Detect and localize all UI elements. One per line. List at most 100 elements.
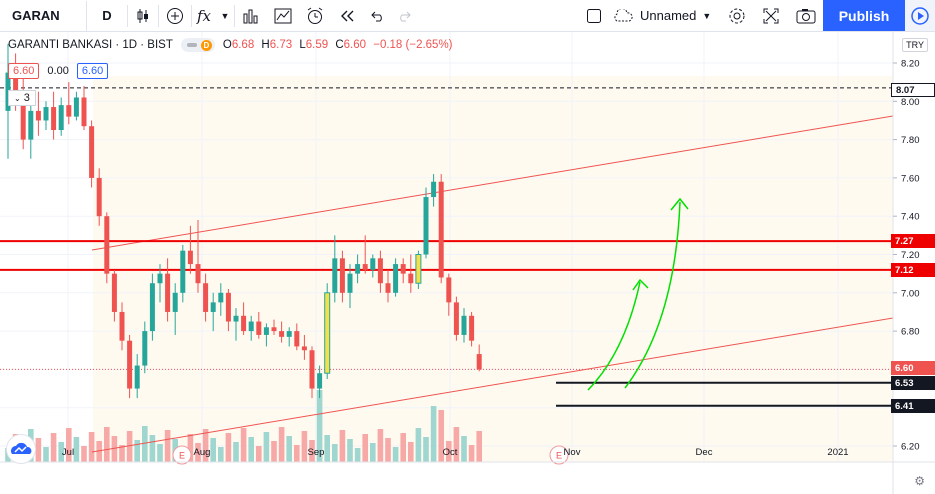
candle-body: [51, 107, 57, 131]
high-label: H: [261, 39, 270, 51]
candle-body: [73, 97, 79, 117]
channel-lower-line[interactable]: [91, 317, 894, 453]
cloud-icon: [614, 8, 633, 21]
volume-bar: [423, 437, 429, 462]
layout-name-button[interactable]: Unnamed ▼: [612, 1, 718, 31]
volume-bar: [332, 444, 338, 462]
price-chart[interactable]: EE8.208.007.807.607.407.207.006.806.606.…: [0, 32, 935, 494]
volume-bar: [294, 445, 300, 462]
candle-body: [218, 292, 224, 303]
time-axis-label: Sep: [308, 447, 325, 458]
earnings-marker-icon[interactable]: [549, 445, 569, 465]
undo-icon[interactable]: [363, 1, 391, 31]
candle-body: [58, 105, 64, 131]
templates-icon[interactable]: [267, 1, 299, 31]
axis-settings-icon[interactable]: ⚙: [914, 474, 925, 488]
candle-body: [149, 283, 155, 332]
compare-add-icon[interactable]: [159, 1, 191, 31]
candle-body: [248, 321, 254, 332]
volume-bar: [210, 438, 216, 462]
candle-style-icon[interactable]: [128, 1, 158, 31]
bid-ask-row: 6.60 0.00 6.60: [8, 63, 109, 79]
indicator-count: 3: [23, 92, 30, 104]
volume-bar: [164, 430, 171, 462]
earnings-marker-icon[interactable]: [172, 445, 192, 465]
replay-rewind-icon[interactable]: [331, 1, 363, 31]
financials-icon[interactable]: [235, 1, 267, 31]
volume-bar: [278, 427, 285, 462]
projection-arrow-long[interactable]: [624, 201, 681, 389]
tradingview-logo-icon[interactable]: [6, 434, 36, 464]
volume-bar: [362, 434, 368, 462]
fullscreen-icon[interactable]: [758, 1, 784, 31]
fullscreen-select-icon[interactable]: [583, 1, 605, 31]
currency-label[interactable]: TRY: [902, 38, 928, 52]
candle-body: [393, 264, 399, 293]
indicators-fx-icon[interactable]: fx: [196, 6, 211, 25]
publish-button[interactable]: Publish: [823, 0, 905, 31]
price-axis-label: 8.20: [901, 59, 920, 70]
candle-body: [438, 181, 444, 278]
candle-body: [347, 273, 353, 293]
volume-bar: [385, 438, 391, 462]
price-axis-label: 7.40: [901, 212, 920, 223]
settings-gear-icon[interactable]: [724, 1, 750, 31]
projection-arrow-short[interactable]: [587, 281, 641, 391]
price-tag-dashed: 8.07: [891, 83, 935, 97]
volume-bar: [126, 431, 133, 462]
series-title: GARANTI BANKASI · 1D · BIST: [8, 39, 173, 51]
arrow-head-short: [632, 278, 649, 291]
candle-body: [271, 327, 277, 332]
candle-body: [111, 273, 117, 312]
channel-upper-line[interactable]: [91, 115, 894, 251]
candle-body: [309, 350, 315, 389]
price-tag-current: 6.60: [891, 361, 935, 375]
candle-body: [119, 311, 125, 341]
chevron-down-icon: ▼: [702, 10, 712, 21]
volume-bar: [476, 431, 482, 462]
price-axis-label: 7.60: [901, 173, 920, 184]
redo-icon[interactable]: [391, 1, 419, 31]
candle-body: [423, 197, 429, 255]
time-axis-label: Oct: [443, 447, 458, 458]
volume-bar: [468, 445, 475, 462]
candle-body: [142, 331, 148, 366]
symbol-search[interactable]: GARAN: [0, 0, 87, 31]
volume-bar: [195, 443, 201, 462]
camera-snapshot-icon[interactable]: [792, 1, 820, 31]
volume-bar: [157, 444, 163, 462]
volume-bar: [438, 410, 444, 462]
volume-bar: [134, 440, 140, 462]
indicators-collapse-button[interactable]: ⌄ 3: [8, 90, 36, 106]
play-circle-icon[interactable]: [905, 0, 935, 31]
candle-body: [127, 340, 133, 389]
alert-clock-icon[interactable]: [299, 1, 331, 31]
chevron-down-icon[interactable]: ▼: [220, 10, 230, 21]
price-axis-label: 7.00: [901, 288, 920, 299]
candle-body: [355, 264, 361, 274]
candle-body: [43, 107, 49, 121]
low-value: 6.59: [305, 39, 329, 51]
time-axis-label: Dec: [696, 447, 713, 458]
layout-name: Unnamed: [640, 8, 697, 23]
volume-bar: [187, 434, 194, 462]
candle-body: [415, 254, 422, 284]
candle-body: [172, 292, 178, 312]
buy-price-button[interactable]: 6.60: [76, 63, 109, 79]
sell-price-button[interactable]: 6.60: [8, 63, 40, 79]
volume-bar: [43, 447, 49, 462]
volume-bar: [88, 432, 95, 462]
volume-bar: [377, 429, 384, 462]
volume-bar: [347, 439, 353, 462]
series-legend: GARANTI BANKASI · 1D · BIST D O6.68 H6.7…: [8, 38, 457, 52]
volume-bar: [218, 447, 224, 462]
candle-body: [469, 315, 475, 341]
volume-bar: [233, 442, 239, 462]
candle-body: [324, 292, 331, 374]
candle-body: [294, 331, 300, 347]
candle-body: [263, 327, 269, 335]
candle-body: [461, 315, 467, 335]
candle-body: [187, 250, 193, 265]
visibility-toggle[interactable]: D: [180, 38, 215, 52]
interval-button[interactable]: D: [102, 8, 112, 23]
